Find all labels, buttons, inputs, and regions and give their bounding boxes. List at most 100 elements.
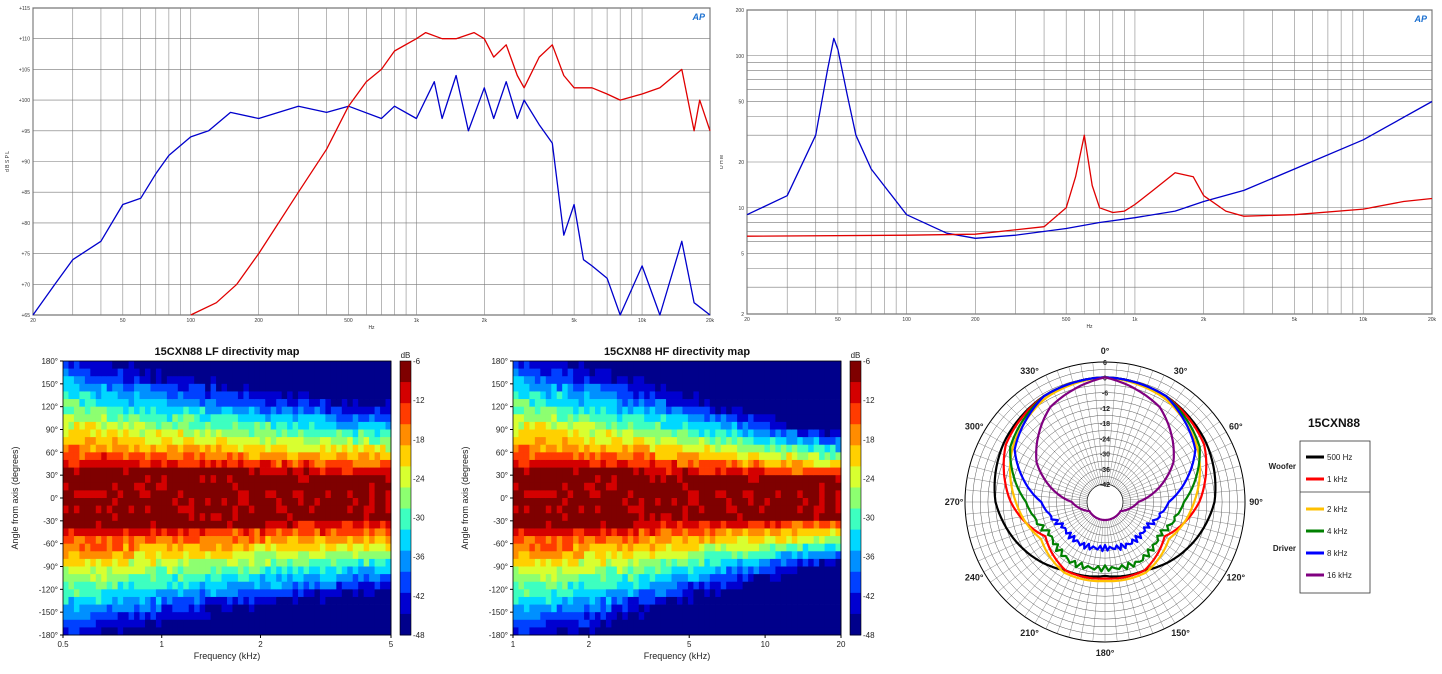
map-cell bbox=[63, 437, 69, 446]
map-cell bbox=[638, 429, 645, 438]
map-cell bbox=[518, 490, 525, 499]
map-cell bbox=[325, 391, 332, 400]
map-cell bbox=[347, 399, 354, 408]
polar-spoke bbox=[1116, 394, 1196, 489]
map-cell bbox=[682, 452, 689, 461]
map-cell bbox=[341, 596, 348, 605]
map-cell bbox=[363, 536, 370, 545]
map-cell bbox=[786, 482, 793, 491]
map-cell bbox=[232, 361, 239, 370]
map-cell bbox=[172, 421, 179, 430]
map-cell bbox=[287, 551, 293, 560]
map-cell bbox=[347, 589, 354, 598]
map-cell bbox=[101, 543, 108, 552]
map-cell bbox=[540, 551, 547, 560]
map-cell bbox=[715, 536, 722, 545]
map-cell bbox=[205, 437, 211, 446]
map-cell bbox=[336, 551, 343, 560]
map-cell bbox=[63, 581, 69, 590]
map-cell bbox=[677, 467, 683, 476]
map-cell bbox=[380, 566, 386, 575]
map-cell bbox=[775, 429, 782, 438]
map-cell bbox=[84, 459, 91, 468]
map-cell bbox=[134, 604, 140, 613]
map-cell bbox=[199, 619, 206, 628]
map-cell bbox=[764, 391, 771, 400]
map-cell bbox=[276, 459, 283, 468]
map-cell bbox=[666, 604, 672, 613]
map-cell bbox=[523, 581, 530, 590]
map-cell bbox=[731, 368, 738, 377]
map-cell bbox=[830, 376, 836, 385]
map-cell bbox=[227, 536, 233, 545]
map-cell bbox=[303, 490, 310, 499]
map-cell bbox=[205, 391, 211, 400]
map-cell bbox=[205, 414, 211, 423]
map-cell bbox=[259, 627, 266, 636]
map-cell bbox=[704, 589, 711, 598]
map-cell bbox=[600, 421, 607, 430]
map-cell bbox=[682, 513, 689, 522]
map-cell bbox=[303, 459, 310, 468]
map-cell bbox=[655, 444, 661, 453]
map-cell bbox=[698, 536, 705, 545]
map-cell bbox=[199, 459, 206, 468]
map-cell bbox=[529, 383, 536, 392]
map-cell bbox=[68, 399, 75, 408]
map-cell bbox=[221, 406, 228, 415]
map-cell bbox=[330, 551, 337, 560]
map-cell bbox=[649, 528, 656, 537]
map-cell bbox=[622, 475, 629, 484]
map-cell bbox=[117, 520, 124, 529]
map-cell bbox=[513, 361, 519, 370]
map-cell bbox=[715, 505, 722, 514]
map-cell bbox=[540, 452, 547, 461]
map-cell bbox=[595, 589, 601, 598]
x-tick-label: 5k bbox=[571, 318, 577, 324]
map-cell bbox=[523, 513, 530, 522]
map-cell bbox=[698, 596, 705, 605]
map-cell bbox=[638, 490, 645, 499]
legend-entry-label: 4 kHz bbox=[1327, 527, 1347, 536]
map-cell bbox=[221, 566, 228, 575]
map-cell bbox=[194, 528, 201, 537]
map-cell bbox=[177, 574, 184, 583]
map-cell bbox=[183, 619, 190, 628]
map-cell bbox=[270, 444, 277, 453]
map-cell bbox=[660, 376, 667, 385]
polar-spoke bbox=[973, 453, 1089, 497]
map-cell bbox=[687, 558, 694, 567]
map-cell bbox=[824, 421, 831, 430]
map-cell bbox=[769, 505, 776, 514]
map-cell bbox=[79, 391, 86, 400]
map-cell bbox=[616, 543, 623, 552]
map-cell bbox=[314, 376, 321, 385]
map-cell bbox=[573, 368, 579, 377]
map-cell bbox=[573, 627, 579, 636]
map-cell bbox=[221, 528, 228, 537]
map-cell bbox=[237, 513, 244, 522]
map-cell bbox=[281, 551, 288, 560]
map-cell bbox=[358, 383, 365, 392]
polar-radial-label: -18 bbox=[1100, 421, 1110, 428]
map-cell bbox=[830, 391, 836, 400]
map-cell bbox=[123, 459, 129, 468]
map-cell bbox=[281, 421, 288, 430]
map-cell bbox=[731, 513, 738, 522]
map-cell bbox=[385, 596, 392, 605]
map-cell bbox=[791, 551, 798, 560]
map-cell bbox=[737, 589, 743, 598]
map-cell bbox=[791, 452, 798, 461]
colorbar-unit: dB bbox=[851, 351, 861, 360]
map-cell bbox=[748, 383, 754, 392]
map-cell bbox=[567, 612, 574, 621]
map-cell bbox=[529, 467, 536, 476]
map-cell bbox=[797, 368, 804, 377]
map-cell bbox=[330, 574, 337, 583]
map-cell bbox=[84, 452, 91, 461]
map-cell bbox=[595, 383, 601, 392]
map-cell bbox=[210, 467, 217, 476]
map-cell bbox=[287, 589, 293, 598]
map-cell bbox=[287, 452, 293, 461]
map-cell bbox=[513, 528, 519, 537]
